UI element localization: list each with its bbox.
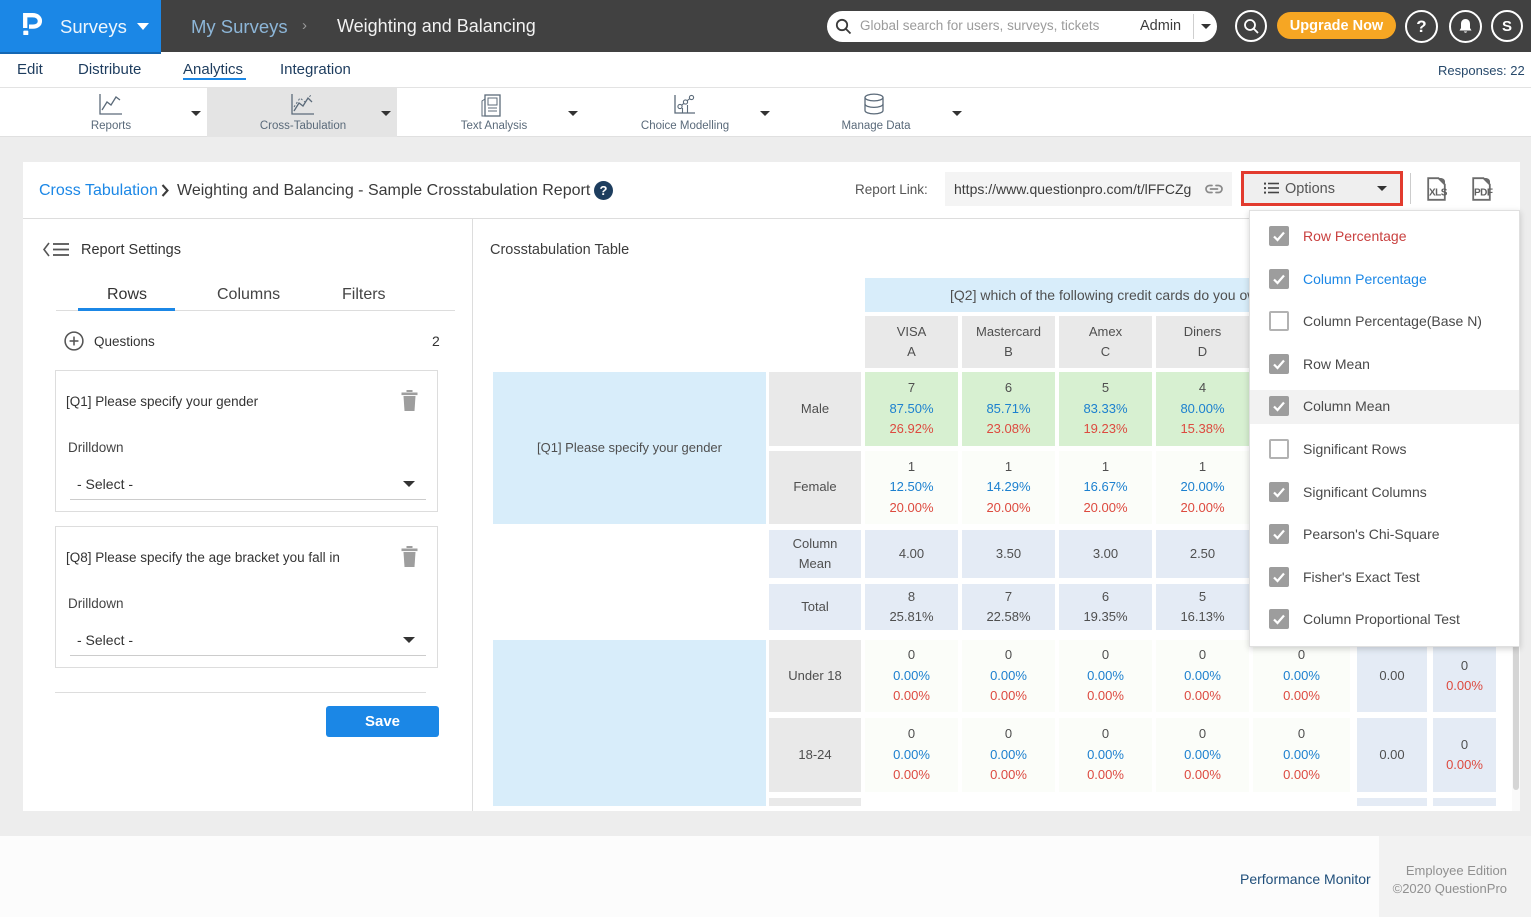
svg-text:XLS: XLS [1429, 188, 1448, 199]
svg-text:PDF: PDF [1474, 188, 1493, 199]
